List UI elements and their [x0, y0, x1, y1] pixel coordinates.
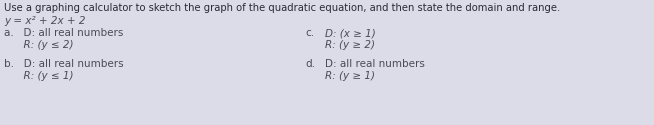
Text: a.   D: all real numbers: a. D: all real numbers: [4, 28, 124, 38]
Text: d.: d.: [305, 59, 315, 69]
Text: D: (x ≥ 1): D: (x ≥ 1): [325, 28, 376, 38]
Text: R: (y ≥ 1): R: (y ≥ 1): [325, 71, 375, 81]
Text: R: (y ≤ 2): R: (y ≤ 2): [4, 40, 73, 50]
Text: Use a graphing calculator to sketch the graph of the quadratic equation, and the: Use a graphing calculator to sketch the …: [4, 3, 560, 13]
Text: R: (y ≤ 1): R: (y ≤ 1): [4, 71, 73, 81]
Text: y = x² + 2x + 2: y = x² + 2x + 2: [4, 16, 86, 26]
Text: b.   D: all real numbers: b. D: all real numbers: [4, 59, 124, 69]
Text: D: all real numbers: D: all real numbers: [325, 59, 425, 69]
Text: R: (y ≥ 2): R: (y ≥ 2): [325, 40, 375, 50]
Text: c.: c.: [305, 28, 314, 38]
